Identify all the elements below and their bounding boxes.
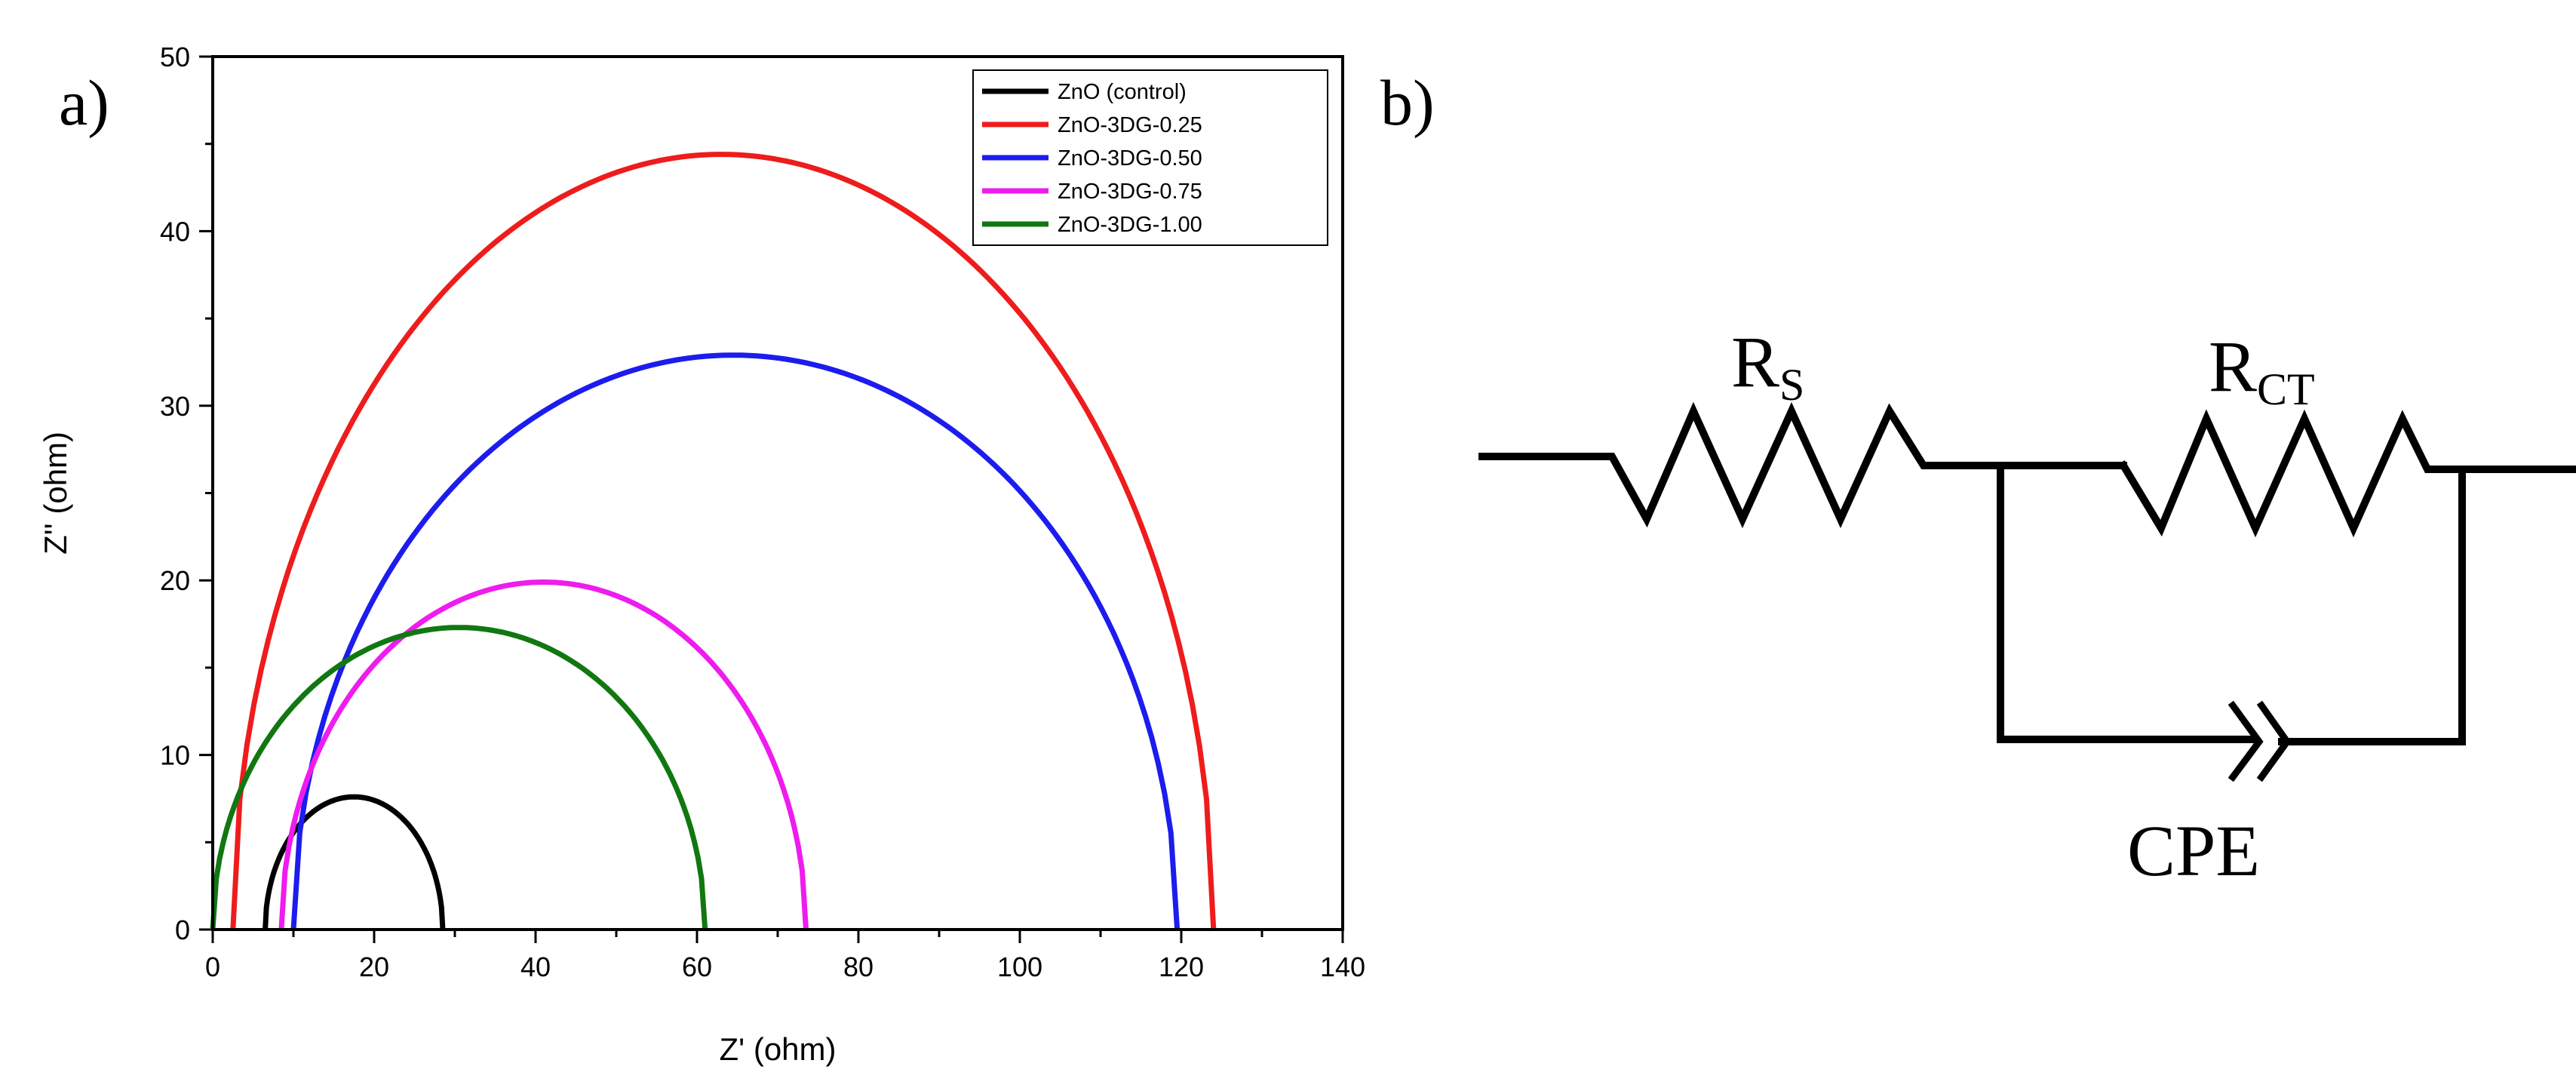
y-tick-label: 40 [160,216,190,247]
panel-label-b: b) [1380,66,1435,139]
x-tick-label: 0 [205,951,220,982]
legend: ZnO (control) ZnO-3DG-0.25 ZnO-3DG-0.50 ZnO… [972,69,1328,246]
axis-ticks: 0 20 40 60 80 100 120 140 0 10 20 30 40 50 [160,41,1365,982]
series-curve [290,352,1181,930]
legend-label: ZnO-3DG-0.50 [1058,146,1202,171]
right-branch-wire [2278,466,2466,745]
legend-label: ZnO-3DG-0.25 [1058,113,1202,137]
x-tick-label: 100 [997,951,1042,982]
rs-resistor-icon [1478,401,2003,529]
series-curve [210,625,708,930]
x-tick-label: 140 [1320,951,1365,982]
x-tick-label: 120 [1159,951,1204,982]
rct-resistor-icon [2118,409,2538,538]
nyquist-chart: 0 20 40 60 80 100 120 140 0 10 20 30 40 50 ZnO (contr… [38,41,1365,1067]
legend-label: ZnO-3DG-0.75 [1058,180,1202,204]
chart-series [210,152,1217,930]
y-tick-label: 0 [175,914,190,945]
series-curve [263,794,446,930]
x-tick-label: 20 [359,951,389,982]
y-tick-label: 20 [160,565,190,596]
series-curve [230,152,1217,930]
series-curve [278,579,809,930]
equivalent-circuit [1478,401,2576,782]
plot-frame [211,55,1344,931]
y-tick-label: 10 [160,740,190,771]
rct-label: RCT [2209,326,2315,414]
left-branch-wire [1997,462,2259,743]
x-axis-label: Z' (ohm) [719,1031,836,1067]
legend-label: ZnO-3DG-1.00 [1058,213,1202,237]
x-tick-label: 80 [843,951,874,982]
x-tick-label: 60 [682,951,712,982]
y-tick-label: 30 [160,391,190,422]
rs-label: RS [1731,321,1804,410]
y-tick-label: 50 [160,41,190,72]
panel-label-a: a) [59,66,109,139]
cpe-label: CPE [2127,810,2260,891]
y-axis-label: Z'' (ohm) [38,432,73,555]
x-tick-label: 40 [520,951,551,982]
cpe-icon [2228,700,2292,782]
legend-label: ZnO (control) [1058,80,1187,104]
